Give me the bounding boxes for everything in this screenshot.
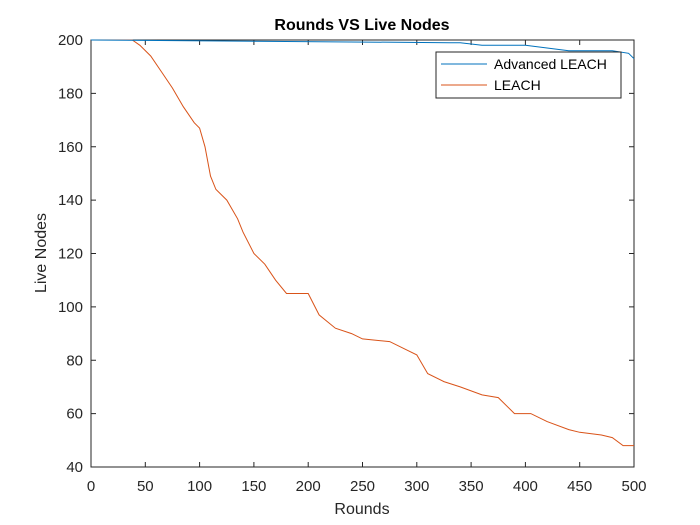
legend-label: LEACH — [494, 77, 541, 93]
legend: Advanced LEACH LEACH — [435, 51, 622, 99]
chart-title: Rounds VS Live Nodes — [274, 17, 449, 34]
x-tick-label: 450 — [567, 478, 592, 495]
x-tick-label: 300 — [404, 478, 429, 495]
x-tick-label: 400 — [513, 478, 538, 495]
y-axis-label: Live Nodes — [33, 213, 50, 293]
y-tick-label: 60 — [66, 406, 83, 423]
y-tick-label: 40 — [66, 459, 83, 476]
y-tick-label: 160 — [58, 139, 83, 156]
y-tick-label: 140 — [58, 192, 83, 209]
x-tick-label: 150 — [241, 478, 266, 495]
legend-label: Advanced LEACH — [494, 56, 607, 72]
y-tick-label: 80 — [66, 352, 83, 369]
y-tick-label: 100 — [58, 299, 83, 316]
y-axis: 40 60 80 100 120 140 160 180 200 — [58, 32, 634, 476]
legend-box — [435, 51, 622, 99]
y-tick-label: 120 — [58, 246, 83, 263]
y-tick-label: 180 — [58, 85, 83, 102]
x-tick-label: 0 — [87, 478, 95, 495]
plot-area — [90, 39, 635, 468]
x-axis: 0 50 100 150 200 250 300 350 400 450 500 — [87, 40, 647, 495]
x-tick-label: 250 — [350, 478, 375, 495]
x-axis-label: Rounds — [334, 501, 389, 518]
x-tick-label: 350 — [459, 478, 484, 495]
x-tick-label: 200 — [296, 478, 321, 495]
x-tick-label: 100 — [187, 478, 212, 495]
y-tick-label: 200 — [58, 32, 83, 49]
series-line-leach — [91, 39, 634, 447]
x-tick-label: 500 — [621, 478, 646, 495]
x-tick-label: 50 — [137, 478, 154, 495]
